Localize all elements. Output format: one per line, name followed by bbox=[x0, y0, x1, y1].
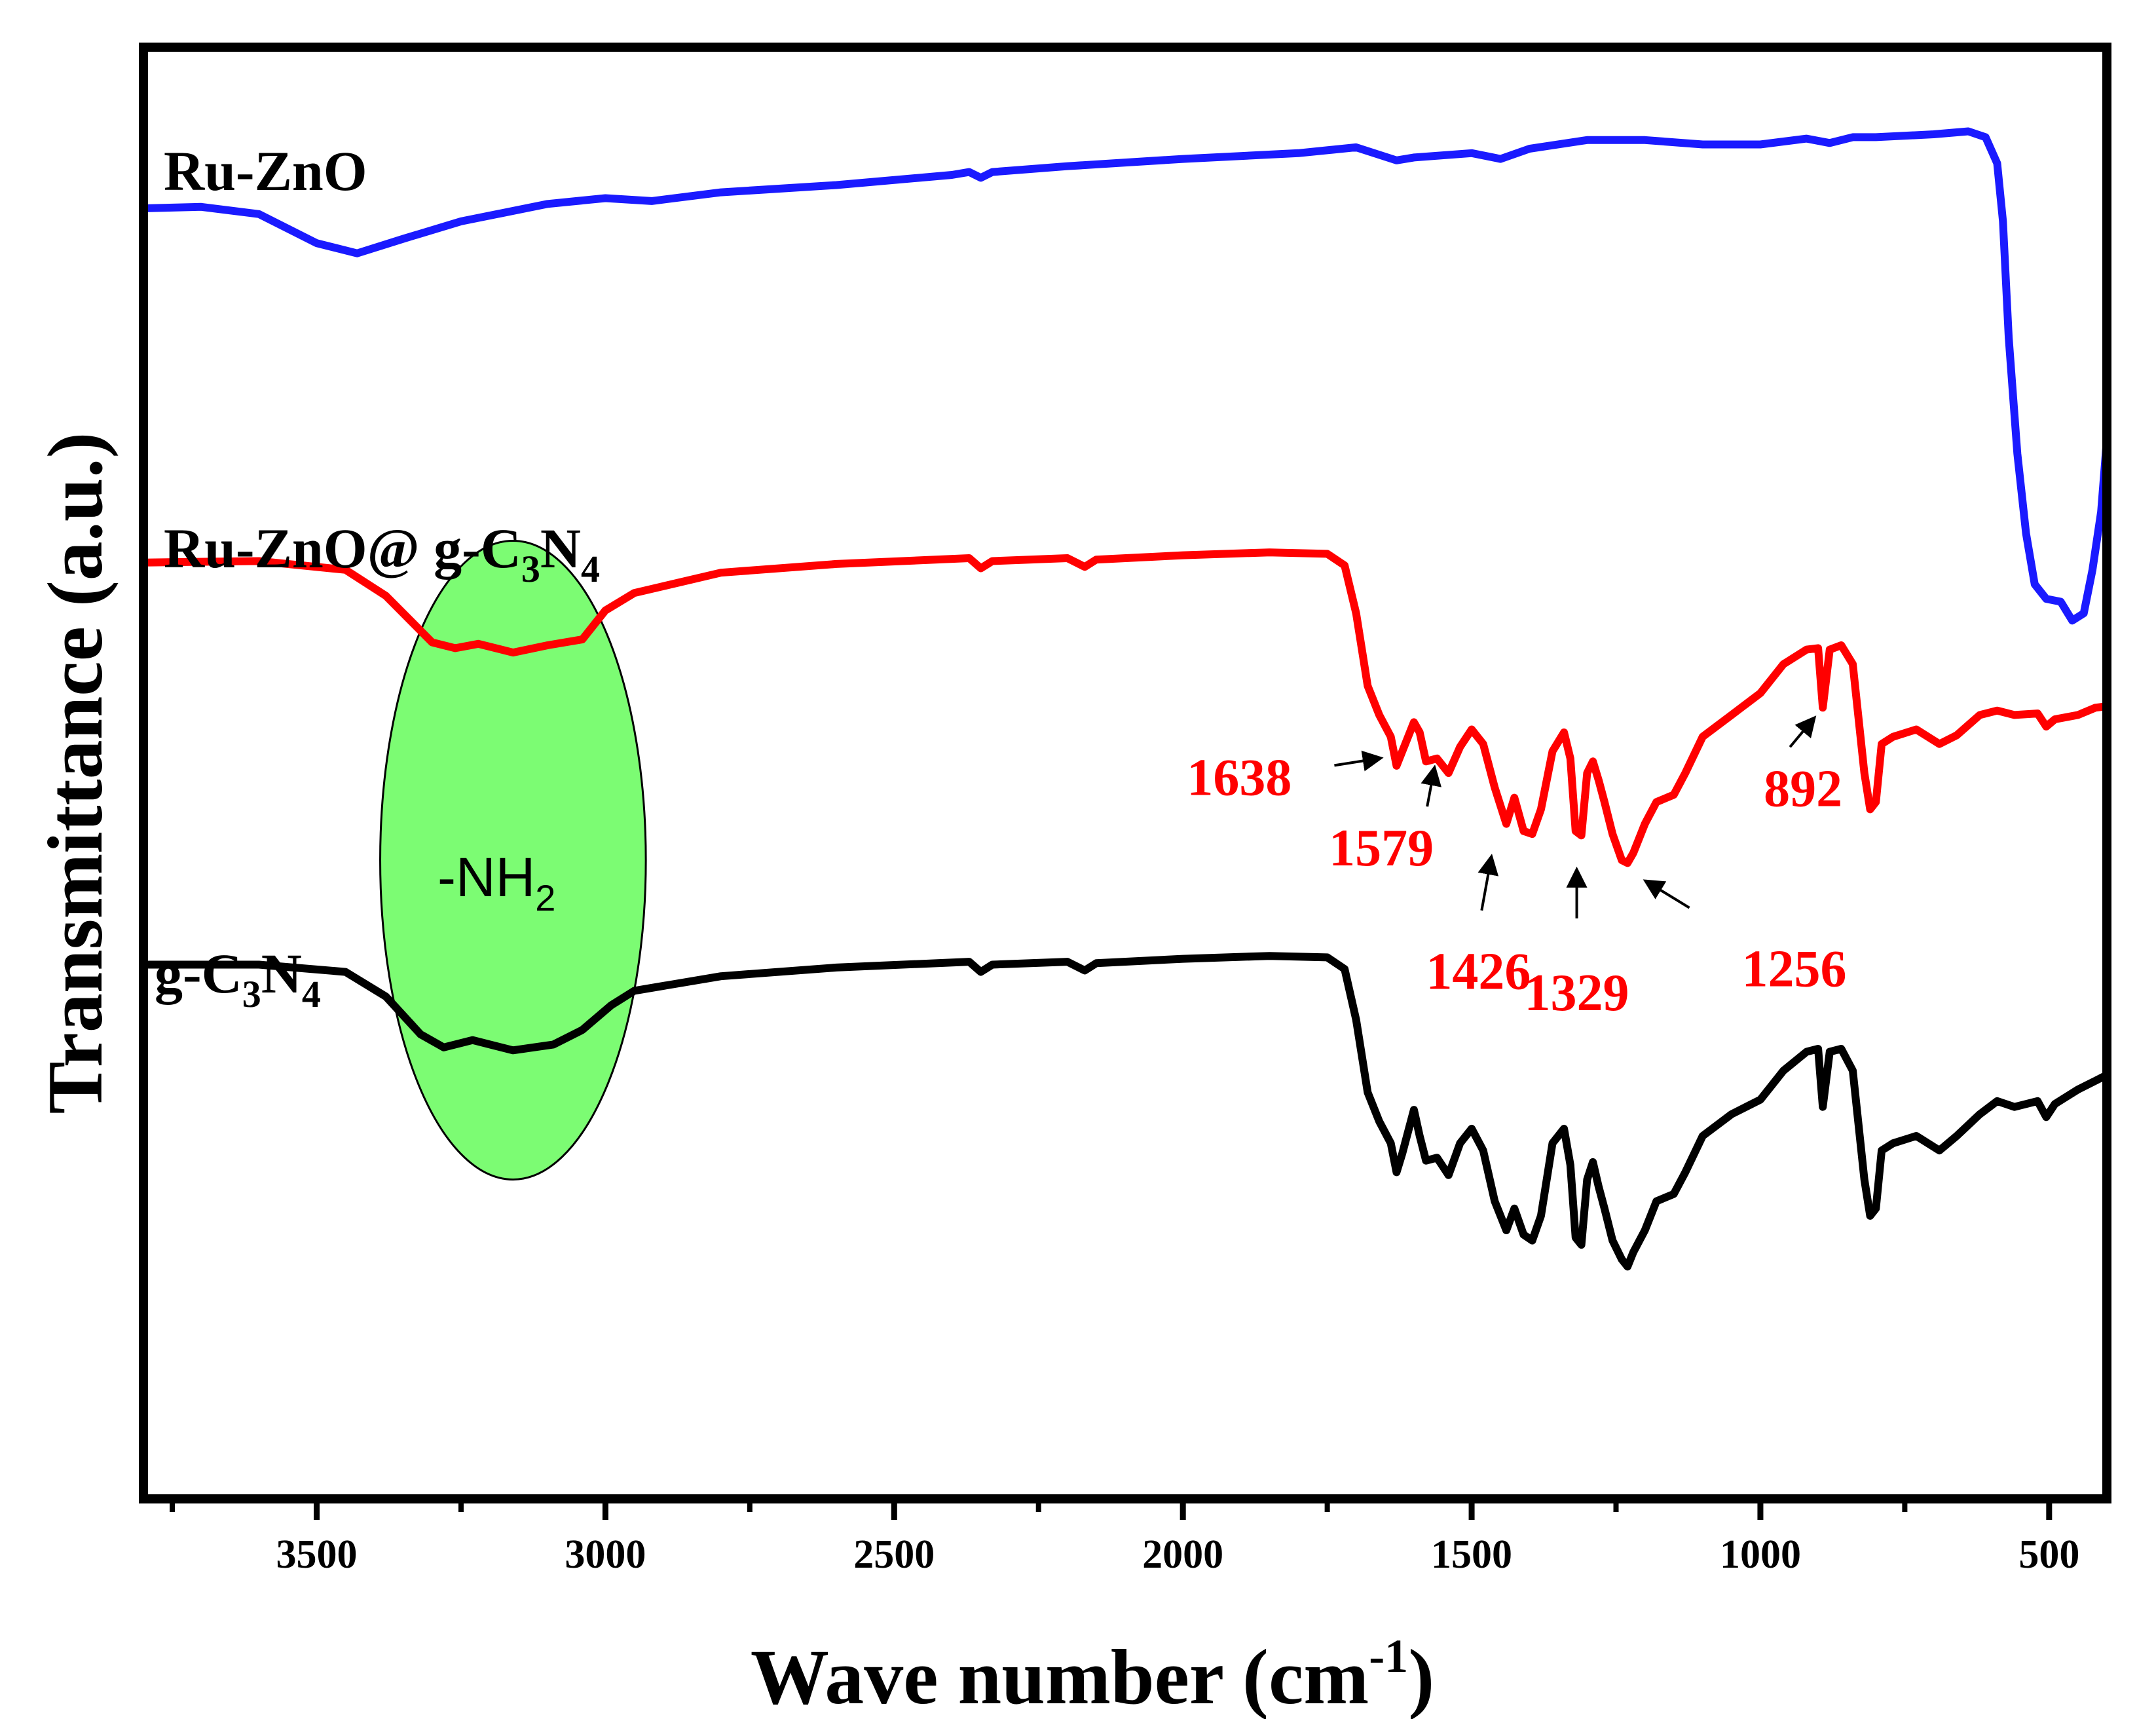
peak-arrow-1579 bbox=[1421, 765, 1441, 807]
x-tick-label-2000: 2000 bbox=[1142, 1532, 1223, 1577]
y-axis-title: Transmittance (a.u.) bbox=[31, 432, 119, 1114]
peak-label-1426: 1426 bbox=[1426, 943, 1531, 1001]
peak-label-1579: 1579 bbox=[1329, 820, 1434, 877]
peak-arrow-1638 bbox=[1334, 750, 1384, 772]
peak-label-892: 892 bbox=[1764, 760, 1842, 818]
series-label-ru-zno: Ru-ZnO bbox=[164, 140, 367, 202]
series-line-0 bbox=[143, 127, 2107, 625]
x-tick-label-1500: 1500 bbox=[1431, 1532, 1512, 1577]
series-line-2 bbox=[143, 952, 2107, 1271]
peak-arrow-892 bbox=[1789, 715, 1817, 748]
nh2-label: -NH2 bbox=[437, 846, 555, 918]
peak-label-1329: 1329 bbox=[1525, 964, 1629, 1022]
series-line-1 bbox=[143, 548, 2107, 867]
peak-label-1638: 1638 bbox=[1187, 749, 1292, 806]
peak-arrow-1426 bbox=[1478, 854, 1499, 911]
x-tick-label-1000: 1000 bbox=[1720, 1532, 1801, 1577]
peak-label-1256: 1256 bbox=[1742, 941, 1847, 998]
x-tick-label-2500: 2500 bbox=[853, 1532, 935, 1577]
plot-frame bbox=[139, 43, 2111, 1503]
x-tick-label-500: 500 bbox=[2018, 1532, 2079, 1577]
series-label-g-c3n4: g-C3N4 bbox=[155, 942, 321, 1015]
series-label-ru-zno-g-c3n4: Ru-ZnO@ g-C3N4 bbox=[164, 517, 600, 590]
x-axis-title: Wave number (cm-1) bbox=[751, 1630, 1434, 1719]
nh2-highlight-ellipse bbox=[379, 539, 647, 1181]
peak-arrow-1256 bbox=[1643, 879, 1690, 909]
x-tick-label-3000: 3000 bbox=[565, 1532, 646, 1577]
x-tick-label-3500: 3500 bbox=[276, 1532, 358, 1577]
